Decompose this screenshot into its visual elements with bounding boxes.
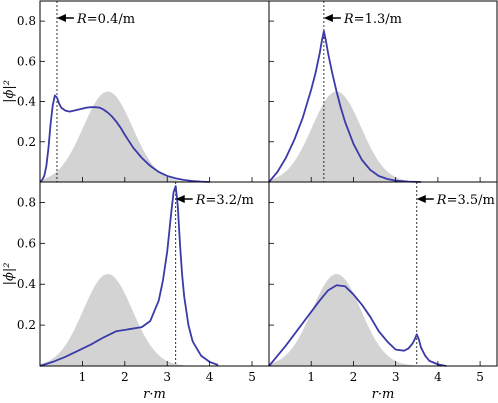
x-tick-label: 3 [163, 370, 171, 384]
annotation-arrowhead [416, 195, 426, 203]
y-tick-label: 0.4 [17, 277, 36, 291]
y-axis-label: |ϕ|² [2, 80, 17, 103]
y-axis-label: |ϕ|² [2, 263, 17, 286]
x-tick-label: 3 [392, 370, 400, 384]
x-tick-label: 2 [350, 370, 358, 384]
reference-area [40, 274, 269, 366]
panel-bottom-right: R=3.5/m 1 2 3 4 5 r·m [268, 181, 498, 402]
y-tick-label: 0.8 [17, 195, 36, 209]
x-tick-label: 4 [434, 370, 442, 384]
annotation-label: R=1.3/m [343, 12, 402, 27]
x-axis-label: r·m [143, 387, 166, 402]
x-tick-label: 1 [307, 370, 315, 384]
x-tick-label: 5 [476, 370, 484, 384]
annotation-label: R=3.2/m [195, 193, 254, 208]
reference-area [269, 91, 497, 182]
panel-top-right: R=1.3/m [268, 0, 498, 183]
reference-area [269, 274, 497, 366]
series-curve [268, 30, 422, 183]
annotation-arrowhead [175, 195, 185, 203]
series-curve [268, 284, 447, 367]
y-tick-label: 0.4 [17, 95, 36, 109]
panel-frame [268, 181, 498, 367]
y-tick-label: 0.2 [17, 135, 36, 149]
x-tick-label: 5 [248, 370, 256, 384]
annotation-label: R=3.5/m [436, 193, 495, 208]
annotation-arrowhead [323, 14, 333, 22]
y-tick-label: 0.6 [17, 54, 36, 68]
x-tick-label: 1 [79, 370, 87, 384]
y-tick-label: 0.8 [17, 14, 36, 28]
series-curve [39, 94, 210, 183]
x-tick-label: 2 [121, 370, 129, 384]
series-curve [39, 185, 219, 367]
y-tick-label: 0.2 [17, 318, 36, 332]
y-tick-label: 0.6 [17, 236, 36, 250]
annotation-label: R=0.4/m [76, 12, 135, 27]
reference-area [40, 91, 269, 182]
panel-bottom-left: R=3.2/m 0.2 0.4 0.6 0.8 1 2 3 4 5 |ϕ|² r·m [2, 181, 270, 402]
panel-top-left: R=0.4/m 0.2 0.4 0.6 0.8 |ϕ|² [2, 0, 270, 183]
annotation-arrowhead [56, 14, 66, 22]
x-tick-label: 4 [206, 370, 214, 384]
x-axis-label: r·m [372, 387, 395, 402]
